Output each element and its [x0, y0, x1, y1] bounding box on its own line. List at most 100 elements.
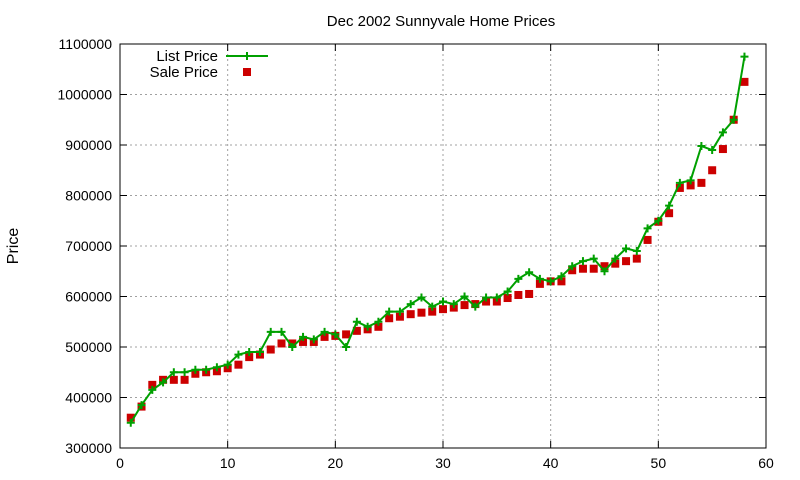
data-point — [180, 368, 189, 377]
data-point — [697, 178, 706, 187]
data-point — [557, 272, 566, 281]
data-point — [740, 52, 749, 61]
data-point — [600, 267, 609, 276]
data-point — [535, 274, 544, 283]
data-point — [686, 181, 695, 190]
data-point — [578, 264, 587, 273]
data-point — [212, 367, 221, 376]
y-tick-label: 300000 — [65, 440, 112, 456]
data-point — [374, 317, 383, 326]
data-point — [320, 332, 329, 341]
data-point — [277, 339, 286, 348]
data-point — [460, 301, 469, 310]
data-point — [514, 274, 523, 283]
data-point — [191, 365, 200, 374]
data-point — [191, 369, 200, 378]
data-point — [557, 277, 566, 286]
data-point — [299, 337, 308, 346]
data-point — [632, 254, 641, 263]
data-point — [288, 343, 297, 351]
data-point — [395, 312, 404, 321]
y-tick-label: 1000000 — [57, 87, 112, 103]
data-point — [223, 360, 232, 369]
data-point — [589, 254, 598, 263]
data-point — [309, 335, 318, 344]
y-tick-label: 500000 — [65, 339, 112, 355]
legend-label: Sale Price — [150, 64, 218, 81]
data-point — [266, 345, 275, 354]
data-point — [439, 305, 447, 314]
data-point — [245, 348, 254, 357]
y-tick-label: 900000 — [65, 137, 112, 153]
data-point — [643, 235, 652, 244]
data-point — [482, 293, 491, 302]
axes: 0 10 20 30 40 50 60 300000 400000 500000 600000 700… — [57, 36, 774, 471]
data-point — [428, 307, 437, 316]
data-point — [406, 310, 415, 319]
data-point — [665, 201, 674, 210]
data-point — [255, 348, 264, 357]
data-point — [417, 293, 426, 302]
data-point — [266, 327, 275, 336]
data-point — [708, 166, 717, 175]
data-point — [331, 330, 340, 339]
data-point — [471, 302, 480, 311]
data-point — [718, 145, 727, 154]
data-point — [503, 287, 512, 296]
data-point — [589, 264, 598, 273]
data-point — [503, 294, 512, 303]
data-point — [169, 375, 178, 384]
data-point — [169, 368, 178, 377]
data-point — [352, 317, 361, 326]
data-point — [449, 300, 458, 309]
data-point — [320, 327, 329, 336]
data-point — [299, 332, 308, 341]
data-point — [202, 365, 211, 374]
data-point — [342, 330, 351, 339]
y-tick-label: 800000 — [65, 188, 112, 204]
data-point — [568, 266, 577, 275]
data-point — [632, 247, 641, 256]
series-line — [129, 56, 746, 424]
data-point — [482, 297, 491, 306]
data-point — [525, 268, 534, 277]
data-point — [611, 254, 620, 263]
x-tick-label: 40 — [543, 455, 559, 471]
data-point — [708, 146, 717, 155]
data-point — [665, 209, 674, 218]
legend-swatch-marker — [243, 68, 251, 76]
data-point — [675, 178, 684, 187]
data-point — [234, 360, 243, 369]
series-list-price — [126, 52, 749, 427]
data-point — [740, 77, 749, 86]
data-point — [234, 350, 243, 359]
series-sale-price — [126, 77, 749, 422]
data-point — [525, 289, 534, 298]
data-point — [514, 290, 523, 299]
data-point — [395, 307, 404, 316]
data-point — [385, 314, 394, 323]
data-point — [492, 293, 501, 302]
y-tick-label: 600000 — [65, 289, 112, 305]
y-axis-label: Price — [5, 228, 22, 265]
data-point — [622, 257, 631, 266]
series-group — [126, 52, 749, 427]
data-point — [622, 244, 631, 253]
x-tick-label: 0 — [116, 455, 124, 471]
data-point — [148, 385, 157, 394]
data-point — [137, 401, 146, 410]
data-point — [245, 353, 254, 362]
data-point — [718, 128, 727, 137]
data-point — [417, 308, 426, 317]
data-point — [277, 327, 286, 336]
data-point — [600, 262, 609, 271]
data-point — [460, 292, 469, 301]
data-point — [439, 297, 447, 306]
data-point — [675, 183, 684, 192]
y-tick-label: 1100000 — [59, 36, 113, 52]
x-tick-label: 10 — [220, 455, 236, 471]
data-point — [363, 322, 372, 331]
grid — [120, 44, 766, 448]
